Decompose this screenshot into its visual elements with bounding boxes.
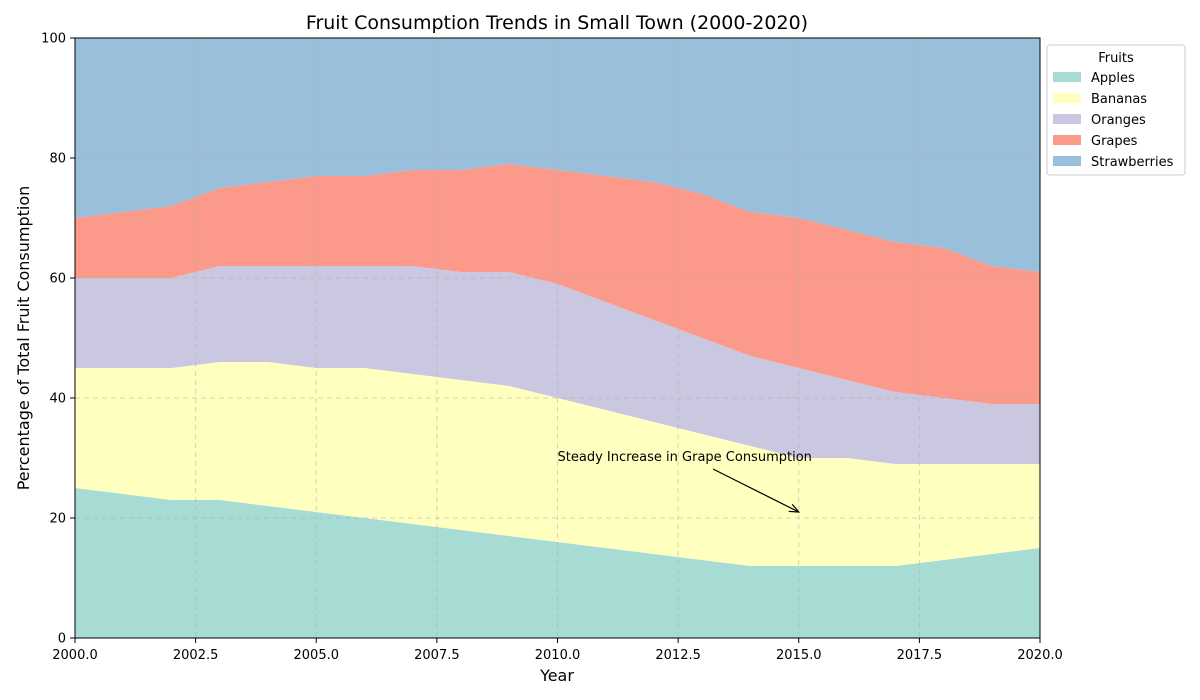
x-tick-label: 2000.0 (52, 648, 98, 663)
legend-swatch-oranges (1053, 114, 1081, 124)
x-tick-label: 2012.5 (655, 648, 701, 663)
legend-swatch-strawberries (1053, 156, 1081, 166)
legend-swatch-grapes (1053, 135, 1081, 145)
legend-title: Fruits (1098, 51, 1134, 66)
y-tick-label: 40 (49, 392, 66, 407)
legend-label-oranges: Oranges (1091, 113, 1146, 128)
x-axis-ticks: 2000.0 2002.5 2005.0 2007.5 2010.0 2012.5 2015… (52, 638, 1063, 663)
y-tick-label: 100 (41, 32, 66, 47)
legend-swatch-bananas (1053, 93, 1081, 103)
x-tick-label: 2007.5 (414, 648, 460, 663)
x-tick-label: 2020.0 (1017, 648, 1063, 663)
x-tick-label: 2015.0 (776, 648, 822, 663)
x-tick-label: 2002.5 (173, 648, 219, 663)
legend-label-strawberries: Strawberries (1091, 155, 1174, 170)
y-tick-label: 60 (49, 272, 66, 287)
chart-title: Fruit Consumption Trends in Small Town (… (306, 12, 808, 34)
legend-label-apples: Apples (1091, 71, 1135, 86)
y-tick-label: 0 (58, 632, 66, 647)
x-tick-label: 2010.0 (535, 648, 581, 663)
legend-box (1046, 44, 1186, 176)
y-axis-label: Percentage of Total Fruit Consumption (14, 186, 33, 491)
y-tick-label: 80 (49, 152, 66, 167)
legend: Fruits Apples Bananas Oranges Grapes Strawbe… (1046, 44, 1186, 176)
legend-label-bananas: Bananas (1091, 92, 1147, 107)
annotation-arrow (712, 468, 800, 513)
x-axis-label: Year (539, 666, 574, 685)
grid-lines (75, 38, 1040, 638)
y-axis-ticks: 0 20 40 60 80 100 (41, 32, 75, 647)
legend-swatch-apples (1053, 72, 1081, 82)
y-tick-label: 20 (49, 512, 66, 527)
annotation: Steady Increase in Grape Consumption (558, 450, 812, 513)
x-tick-label: 2017.5 (897, 648, 943, 663)
annotation-arrowhead (788, 504, 801, 513)
legend-items: Apples Bananas Oranges Grapes Strawberries (1053, 71, 1174, 170)
annotation-text: Steady Increase in Grape Consumption (558, 450, 812, 465)
x-tick-label: 2005.0 (294, 648, 340, 663)
legend-label-grapes: Grapes (1091, 134, 1138, 149)
